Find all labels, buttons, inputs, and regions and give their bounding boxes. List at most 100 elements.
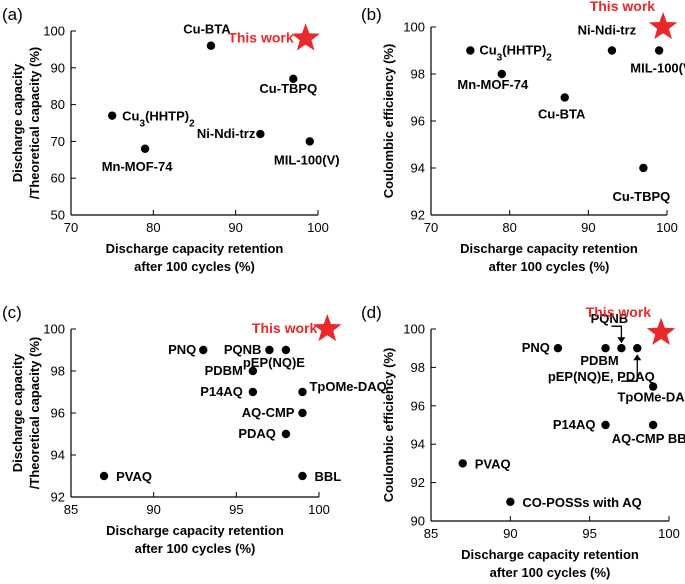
x-tick-label: 80 (146, 220, 160, 235)
point-label: PVAQ (116, 469, 152, 484)
y-tick-label: 80 (51, 97, 65, 112)
x-tick-label: 90 (581, 220, 595, 235)
point-label: Cu-BTA (183, 22, 231, 37)
x-tick-label: 90 (228, 220, 242, 235)
chart-panel-a: 70 80 90 100 50 60 70 80 90 100 Discharge capacity… (2, 5, 340, 274)
point-label: Ni-Ndi-trz (197, 126, 256, 141)
point-label: PNQ (522, 340, 550, 355)
y-axis-label: Discharge capacity (10, 353, 25, 472)
data-point (298, 471, 307, 481)
data-point (99, 471, 109, 481)
y-tick-label: 90 (411, 514, 425, 529)
data-point (466, 46, 475, 55)
data-point (553, 344, 563, 353)
chart-panel-c: 85 90 95 100 92 94 96 98 100 Discharge capacity r… (2, 303, 387, 556)
highlight-star (291, 23, 320, 51)
y-tick-label: 98 (411, 67, 425, 82)
x-tick-label: 70 (64, 220, 78, 235)
panel-label: (b) (361, 5, 382, 24)
x-tick-label: 100 (307, 220, 329, 235)
data-point (458, 459, 467, 468)
y-tick-label: 98 (51, 364, 65, 379)
data-point (298, 408, 307, 418)
highlight-label: This work (228, 29, 294, 45)
x-axis-label: after 100 cycles (%) (490, 565, 611, 580)
panel-label: (a) (2, 5, 23, 24)
y-tick-label: 98 (411, 360, 425, 375)
data-point (140, 144, 150, 153)
highlight-star (313, 314, 342, 342)
panel-label: (c) (2, 303, 22, 322)
y-tick-label: 100 (403, 322, 425, 337)
chart-panel-b: 70 80 90 100 92 94 96 98 100 Discharge capacity r… (361, 0, 685, 274)
y-tick-label: 96 (411, 114, 425, 129)
x-axis-label: after 100 cycles (%) (135, 541, 256, 556)
point-label: TpOMe-DAQ (309, 379, 386, 394)
y-tick-label: 96 (411, 398, 425, 413)
data-point (633, 344, 642, 353)
point-label: CO-POSSs with AQ (522, 495, 641, 510)
highlight-label: This work (590, 0, 656, 14)
point-label: Cu-TBPQ (259, 81, 317, 96)
point-label: PNQ (168, 342, 196, 357)
point-label: BBL (314, 469, 341, 484)
x-axis-label: after 100 cycles (%) (489, 259, 610, 274)
y-axis-label: /Theoretical capacity (%) (27, 337, 42, 489)
y-tick-label: 92 (51, 490, 65, 505)
point-label: AQ-CMP BBL (612, 431, 685, 446)
x-tick-label: 90 (503, 526, 517, 541)
y-tick-label: 100 (403, 20, 425, 35)
x-axis-label: Discharge capacity retention (461, 547, 639, 562)
point-label: Cu3(HHTP)2 (122, 109, 195, 130)
x-axis-label: Discharge capacity retention (106, 523, 284, 538)
point-label: P14AQ (200, 384, 243, 399)
point-label: MIL-100(V) (630, 61, 685, 76)
data-point (601, 420, 610, 430)
point-label: P14AQ (553, 417, 596, 432)
arrow-line (611, 325, 623, 341)
point-label: PQNB (591, 311, 629, 326)
y-tick-label: 94 (51, 448, 65, 463)
x-tick-label: 100 (658, 526, 680, 541)
point-label: Cu-BTA (538, 107, 586, 122)
y-tick-label: 90 (51, 60, 65, 75)
panel-label: (d) (361, 303, 382, 322)
point-label: Cu3(HHTP)2 (479, 43, 552, 64)
point-label: pEP(NQ)E, PDAQ (548, 369, 655, 384)
y-tick-label: 92 (411, 208, 425, 223)
x-tick-label: 85 (64, 502, 78, 517)
y-axis-label: /Theoretical capacity (%) (27, 47, 42, 199)
point-label: PDAQ (238, 426, 276, 441)
y-tick-label: 100 (43, 24, 65, 39)
data-point (601, 344, 610, 353)
y-tick-label: 94 (411, 437, 425, 452)
highlight-label: This work (586, 304, 652, 320)
x-tick-label: 90 (146, 502, 160, 517)
data-point (248, 387, 258, 397)
point-label: Ni-Ndi-trz (578, 23, 637, 38)
data-point (199, 345, 208, 355)
data-point (248, 366, 258, 376)
data-point (648, 382, 658, 391)
data-point (265, 345, 274, 355)
annotation-arrows (611, 325, 642, 382)
point-label: Mn-MOF-74 (457, 77, 529, 92)
y-tick-label: 92 (411, 475, 425, 490)
data-point (654, 46, 664, 55)
point-label: Cu-TBPQ (613, 189, 671, 204)
point-label: Mn-MOF-74 (102, 159, 174, 174)
x-axis-label: Discharge capacity retention (106, 241, 284, 256)
x-tick-label: 95 (582, 526, 596, 541)
data-point (256, 129, 265, 139)
point-label: PDBM (205, 363, 243, 378)
y-tick-label: 96 (51, 406, 65, 421)
data-point (281, 429, 291, 439)
y-axis-label: Discharge capacity (10, 63, 25, 182)
y-tick-label: 94 (411, 161, 425, 176)
point-label: pEP(NQ)E (243, 355, 305, 370)
y-tick-label: 100 (43, 322, 65, 337)
x-tick-label: 85 (424, 526, 438, 541)
y-tick-label: 50 (51, 208, 65, 223)
